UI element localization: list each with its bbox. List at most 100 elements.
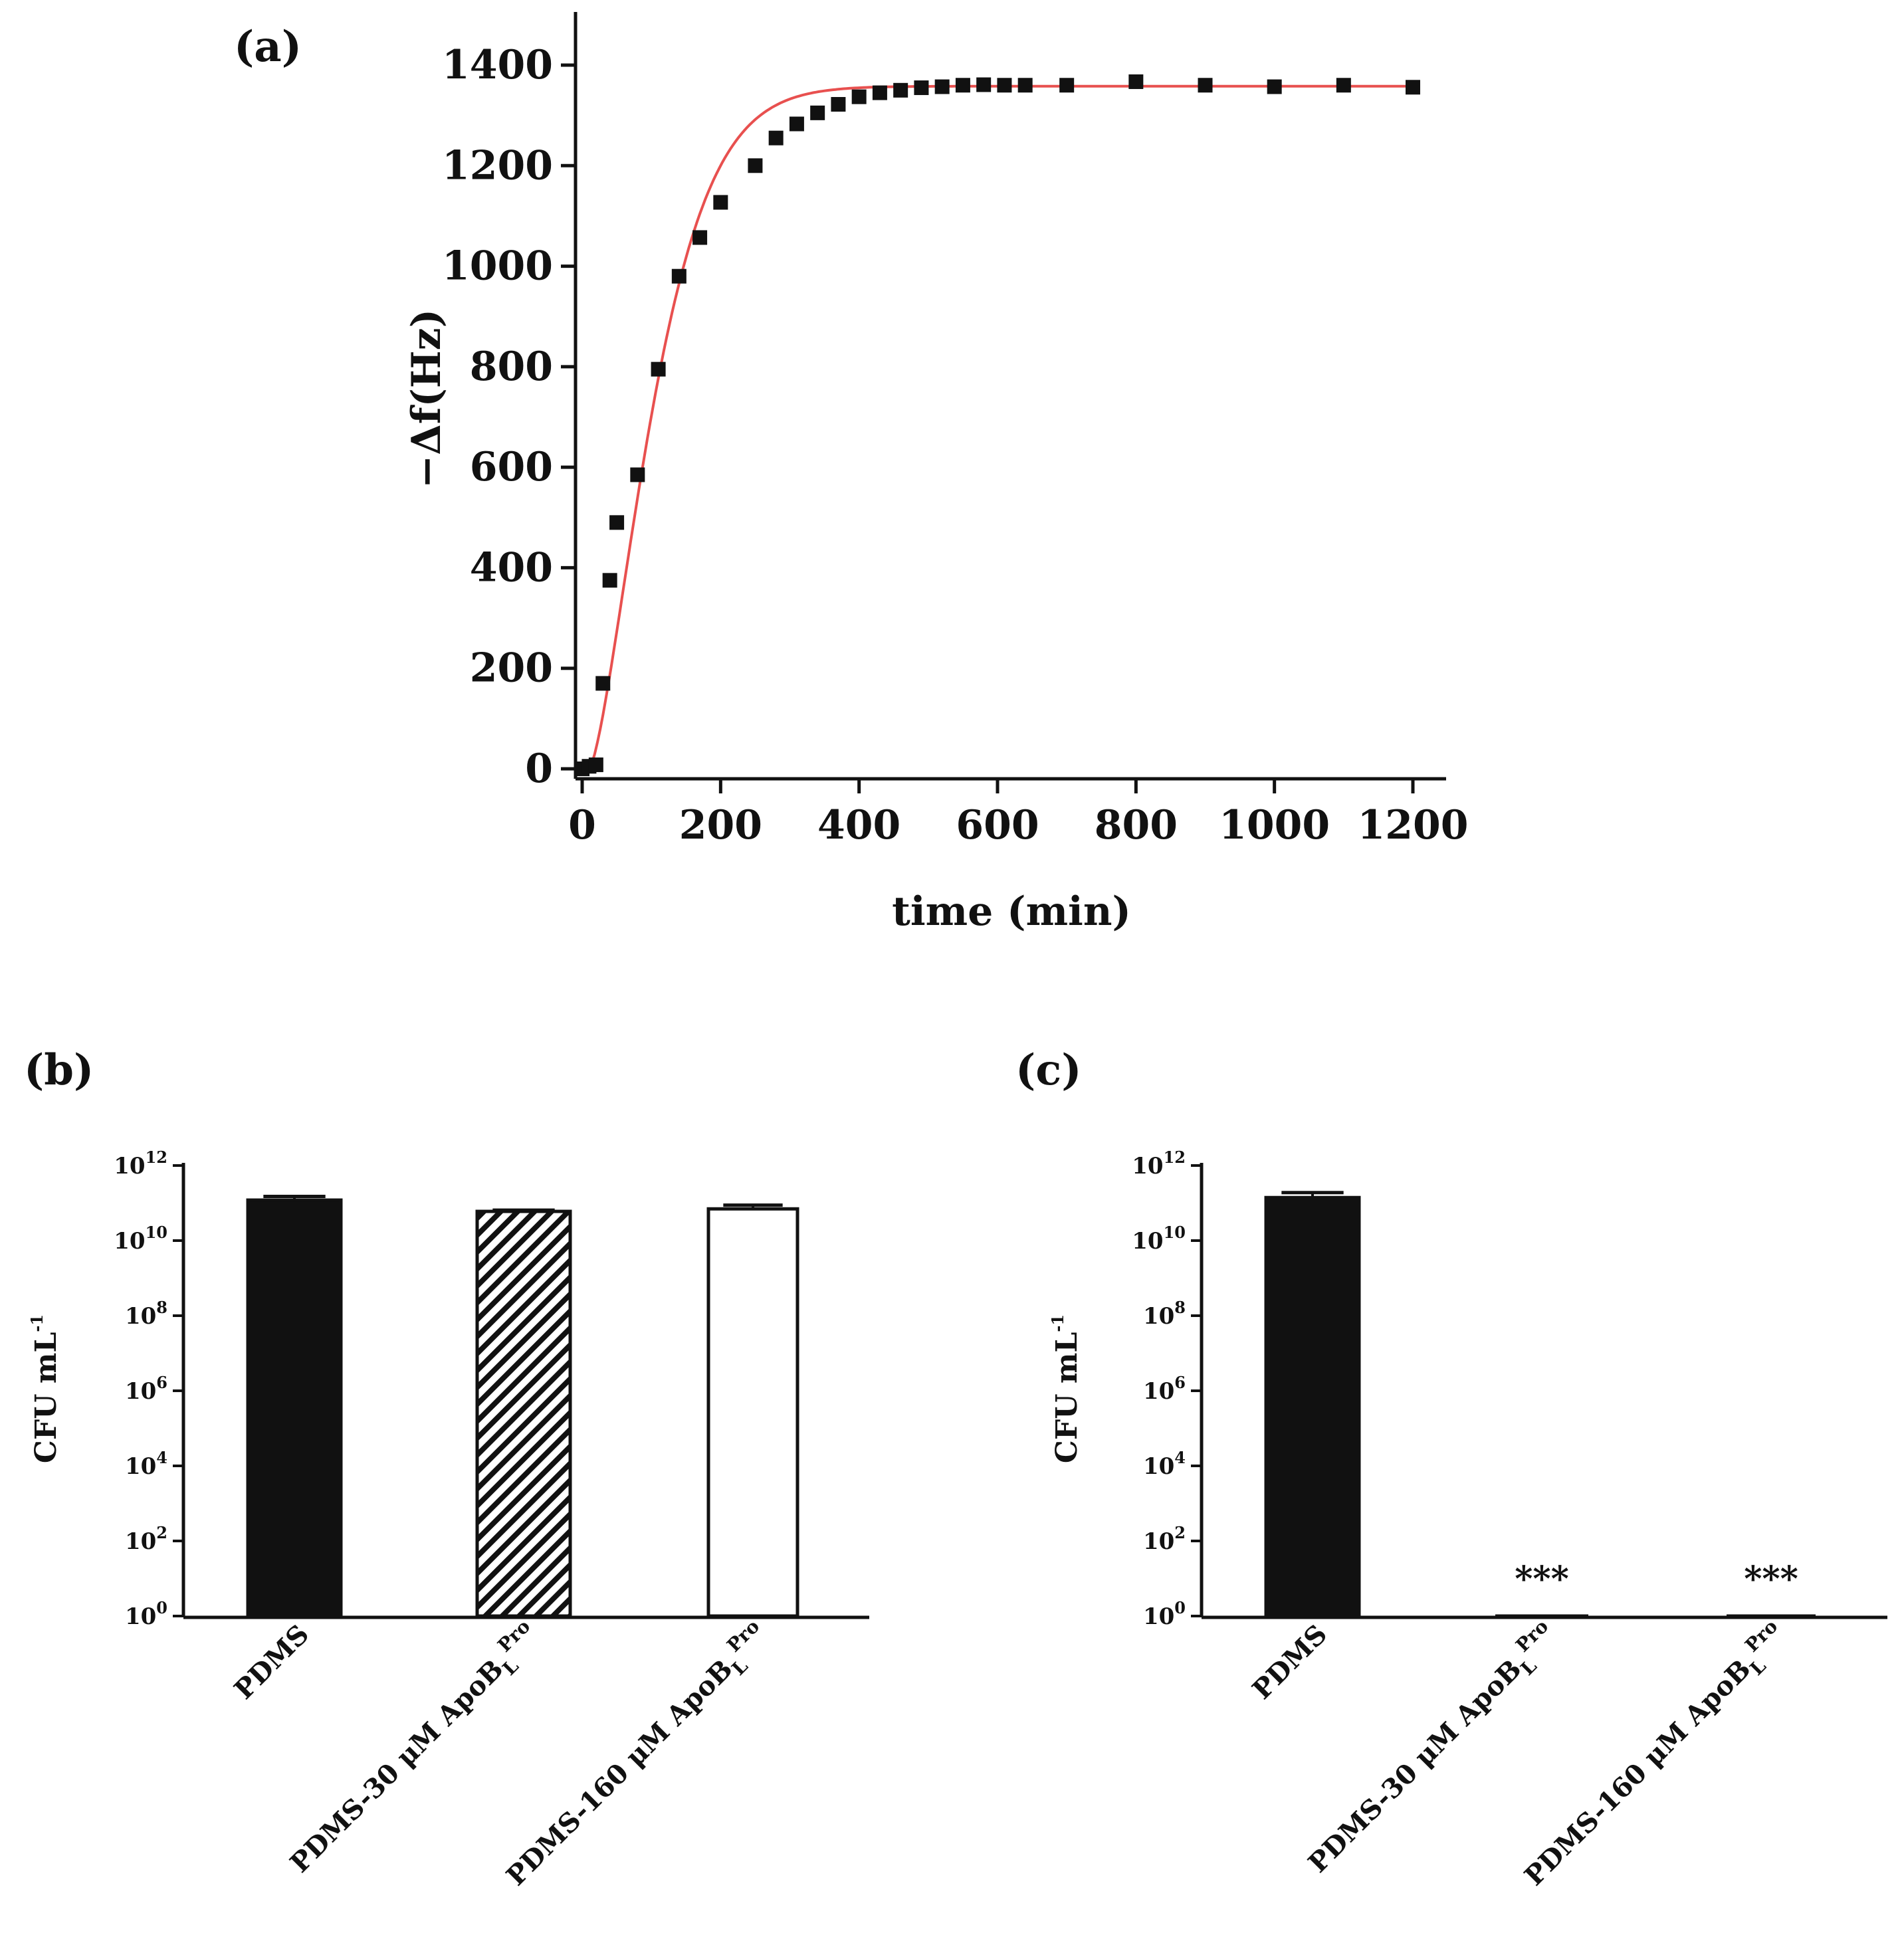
a-data-point: [630, 467, 645, 482]
a-x-tick-label: 1200: [1358, 802, 1469, 849]
b-y-tick-label: 106: [125, 1373, 167, 1405]
c-y-tick-exponent: 0: [1174, 1598, 1186, 1617]
panel-c-label: (c): [1015, 1045, 1082, 1095]
c-y-tick-label: 1010: [1132, 1223, 1186, 1255]
c-y-tick-exponent: 4: [1174, 1448, 1186, 1467]
a-data-point: [651, 361, 666, 377]
panel-a-points-layer: [575, 74, 1420, 776]
c-category-text: PDMS-30 μM ApoB: [1303, 1653, 1528, 1879]
a-x-tick-label: 0: [568, 802, 596, 849]
c-category-label: PDMS: [1246, 1619, 1333, 1706]
c-y-tick-label: 100: [1143, 1598, 1186, 1630]
c-y-tick-base: 10: [1132, 1228, 1163, 1255]
c-y-tick-label: 104: [1143, 1448, 1186, 1480]
b-category-text: PDMS: [228, 1619, 315, 1706]
a-data-point: [692, 230, 708, 245]
b-y-tick-base: 10: [125, 1528, 156, 1555]
b-y-tick-base: 10: [114, 1153, 145, 1179]
a-data-point: [609, 515, 625, 530]
b-y-tick-exponent: 4: [156, 1448, 167, 1467]
panel-b-label: (b): [24, 1045, 94, 1095]
a-data-point: [997, 78, 1012, 93]
a-data-point: [831, 97, 846, 112]
c-significance: ***: [1744, 1559, 1798, 1599]
panel-a-fit-layer: [587, 84, 1412, 769]
b-y-tick-exponent: 2: [156, 1523, 167, 1542]
a-data-point: [748, 158, 763, 173]
c-y-tick-base: 10: [1143, 1378, 1174, 1405]
a-x-tick-label: 400: [817, 802, 900, 849]
b-y-tick-label: 102: [125, 1523, 167, 1555]
c-category-label: PDMS-160 μM ApoBLPro: [1515, 1615, 1796, 1896]
a-data-point: [872, 85, 887, 100]
a-data-point: [934, 79, 950, 94]
c-bar: [1264, 1195, 1361, 1618]
b-y-tick-base: 10: [125, 1453, 156, 1480]
b-y-tick-base: 10: [114, 1228, 145, 1255]
b-y-tick-label: 108: [125, 1298, 167, 1330]
a-data-point: [914, 80, 929, 96]
a-x-tick-label: 1000: [1219, 802, 1330, 849]
c-category-label: PDMS-30 μM ApoBLPro: [1299, 1615, 1567, 1883]
a-data-point: [1128, 74, 1144, 89]
c-y-tick-label: 1012: [1132, 1148, 1186, 1179]
c-category-text: PDMS-160 μM ApoB: [1519, 1653, 1757, 1892]
a-data-point: [810, 105, 825, 120]
c-y-tick-base: 10: [1143, 1453, 1174, 1480]
b-bar: [706, 1207, 799, 1618]
c-y-tick-exponent: 12: [1164, 1148, 1186, 1167]
panel-c-y-title-sup: -1: [1048, 1314, 1067, 1332]
a-y-tick-label: 0: [525, 746, 553, 792]
a-data-point: [1406, 80, 1420, 95]
b-y-tick-label: 100: [125, 1598, 167, 1630]
a-data-point: [1017, 78, 1033, 93]
b-category-superscript: Pro: [722, 1615, 764, 1657]
a-data-point: [588, 757, 603, 772]
a-y-tick-label: 1400: [442, 42, 553, 88]
a-fit-curve: [587, 84, 1412, 769]
a-data-point: [789, 116, 804, 132]
c-y-tick-label: 102: [1143, 1523, 1186, 1555]
a-y-tick-label: 600: [470, 444, 553, 490]
panel-c-bars-layer: *** ***: [1264, 1191, 1816, 1618]
panel-c-y-title-text: CFU mL: [1050, 1332, 1084, 1463]
c-category-superscript: Pro: [1511, 1615, 1552, 1657]
a-y-tick-label: 400: [470, 544, 553, 591]
b-category-label: PDMS-30 μM ApoBLPro: [281, 1615, 549, 1883]
a-data-point: [713, 195, 728, 210]
panel-c-y-title: CFU mL-1: [1048, 1314, 1084, 1463]
panel-a-label: (a): [234, 22, 302, 72]
a-y-tick-label: 1000: [442, 243, 553, 290]
a-data-point: [595, 676, 611, 691]
c-y-tick-exponent: 6: [1174, 1373, 1186, 1392]
b-y-tick-label: 1010: [114, 1223, 167, 1255]
c-category-text: PDMS: [1246, 1619, 1333, 1706]
panel-b-y-title: CFU mL-1: [27, 1314, 63, 1463]
c-y-tick-base: 10: [1143, 1603, 1174, 1630]
b-y-tick-base: 10: [125, 1303, 156, 1330]
b-category-label: PDMS: [228, 1619, 315, 1706]
a-x-tick-label: 600: [956, 802, 1039, 849]
b-category-superscript: Pro: [493, 1615, 534, 1657]
b-y-tick-exponent: 0: [156, 1598, 167, 1617]
b-bar: [475, 1209, 572, 1618]
c-y-tick-base: 10: [1143, 1303, 1174, 1330]
a-data-point: [1267, 79, 1282, 94]
panel-b-bars-layer: [246, 1195, 799, 1618]
panel-a-ticks: 0 200 400 600 800 1000 1200 0 200 400 600 800 1000 12…: [442, 42, 1469, 849]
a-data-point: [1059, 78, 1075, 93]
c-category-superscript: Pro: [1741, 1615, 1782, 1657]
a-data-point: [768, 130, 784, 146]
b-category-label: PDMS-160 μM ApoBLPro: [497, 1615, 778, 1896]
b-y-tick-base: 10: [125, 1378, 156, 1405]
c-y-tick-label: 108: [1143, 1298, 1186, 1330]
c-y-tick-exponent: 8: [1174, 1298, 1186, 1317]
b-category-text: PDMS-30 μM ApoB: [284, 1653, 510, 1879]
b-y-tick-exponent: 10: [146, 1223, 167, 1242]
panel-b-y-title-sup: -1: [27, 1314, 47, 1332]
